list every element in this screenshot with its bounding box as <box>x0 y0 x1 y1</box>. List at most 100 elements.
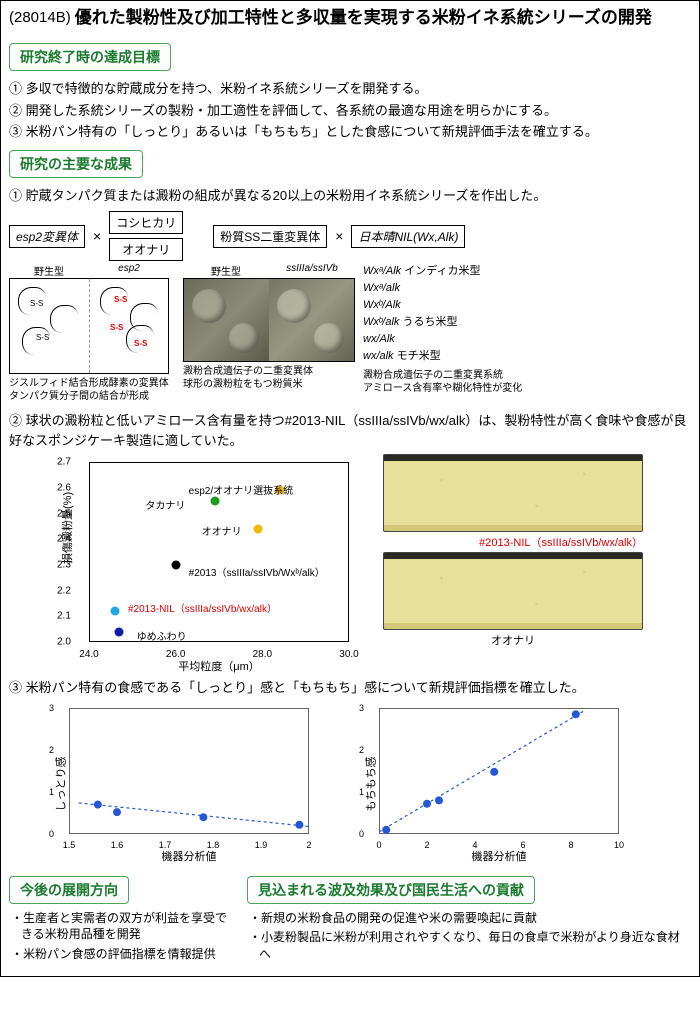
result-2: ② 球状の澱粉粒と低いアミロース含有量を持つ#2013-NIL（ssIIIa/s… <box>9 411 691 450</box>
cake-photo-1 <box>383 454 643 532</box>
xtick: 1.6 <box>111 840 124 850</box>
ytick: 0 <box>49 829 54 839</box>
goal-1: ① 多収で特徴的な貯蔵成分を持つ、米粉イネ系統シリーズを開発する。 <box>9 79 691 99</box>
page-title: 優れた製粉性及び加工特性と多収量を実現する米粉イネ系統シリーズの開発 <box>75 7 652 29</box>
diag-lbl-esp2: esp2 <box>89 263 169 278</box>
diag-caption: ジスルフィド結合形成酵素の変異体 タンパク質分子間の結合が形成 <box>9 377 169 403</box>
sem-lbl-wt: 野生型 <box>183 263 269 278</box>
ytick: 2.4 <box>57 534 71 545</box>
box-nil: 日本晴NIL(Wx,Alk) <box>351 225 465 248</box>
future-item: 米粉パン食感の評価指標を情報提供 <box>11 946 229 963</box>
header: (28014B) 優れた製粉性及び加工特性と多収量を実現する米粉イネ系統シリーズ… <box>9 7 691 29</box>
box-oonari: オオナリ <box>109 238 183 261</box>
diag-lbl-wt: 野生型 <box>9 263 89 278</box>
ytick: 1 <box>49 787 54 797</box>
xtick: 24.0 <box>79 649 98 660</box>
ytick: 2.5 <box>57 508 71 519</box>
nil-line: Wxᵃ/Alk インディカ米型 <box>363 263 522 280</box>
chart-point-label: esp2/オオナリ選抜系統 <box>189 482 293 497</box>
result-3: ③ 米粉パン特有の食感である「しっとり」感と「もちもち」感について新規評価指標を… <box>9 678 691 698</box>
ytick: 2.7 <box>57 457 71 468</box>
chart-point-label: タカナリ <box>145 497 185 512</box>
ytick: 2.1 <box>57 611 71 622</box>
xtick: 2 <box>424 840 429 850</box>
cross-op-2: × <box>333 228 345 244</box>
nil-line: Wxᵃ/alk <box>363 280 522 297</box>
cake-photos: #2013-NIL（ssIIIa/ssIVb/wx/alk） オオナリ <box>383 454 643 650</box>
disulfide-diagram: S-SS-S S-SS-SS-S <box>9 278 169 374</box>
ytick: 2 <box>359 745 364 755</box>
ytick: 1 <box>359 787 364 797</box>
xtick: 10 <box>614 840 624 850</box>
impact-item: 新規の米粉食品の開発の促進や米の需要喚起に貢献 <box>249 910 691 927</box>
xtick: 1.9 <box>255 840 268 850</box>
xtick: 1.7 <box>159 840 172 850</box>
chart-point <box>210 496 219 505</box>
result-1: ① 貯蔵タンパク質または澱粉の組成が異なる20以上の米粉用イネ系統シリーズを作出… <box>9 186 691 206</box>
xtick: 8 <box>568 840 573 850</box>
page: (28014B) 優れた製粉性及び加工特性と多収量を実現する米粉イネ系統シリーズ… <box>0 0 700 977</box>
chart-point-label: オオナリ <box>202 523 242 538</box>
box-funshitsu: 粉質SS二重変異体 <box>213 225 327 248</box>
disulfide-diagram-block: 野生型esp2 S-SS-S S-SS-SS-S ジスルフィド結合形成酵素の変異… <box>9 263 169 403</box>
chart-point <box>171 560 180 569</box>
ytick: 2.6 <box>57 482 71 493</box>
result1-figures: 野生型esp2 S-SS-S S-SS-SS-S ジスルフィド結合形成酵素の変異… <box>9 263 691 403</box>
cross-row: esp2変異体 × コシヒカリ オオナリ 粉質SS二重変異体 × 日本晴NIL(… <box>9 211 691 261</box>
shittori-xlabel: 機器分析値 <box>69 848 309 864</box>
chart-point-label: ゆめふわり <box>137 628 187 643</box>
scatter-ylabel: 損傷澱粉量(%) <box>59 492 75 564</box>
shittori-ylabel: しっとり感 <box>53 756 69 811</box>
future-heading: 今後の展開方向 <box>9 876 129 904</box>
nil-line: wx/Alk <box>363 331 522 348</box>
bottom-row: 今後の展開方向 生産者と実需者の双方が利益を享受できる米粉用品種を開発米粉パン食… <box>9 870 691 966</box>
chart-point-label: #2013（ssIIIa/ssIVb/Wxᵇ/alk） <box>189 564 325 579</box>
chart-point-label: #2013-NIL（ssIIIa/ssIVb/wx/alk） <box>128 600 277 615</box>
result1-right: 野生型ssIIIa/ssIVb 澱粉合成遺伝子の二重変異体 球形の澱粉粒をもつ粉… <box>183 263 522 403</box>
sem-block: 野生型ssIIIa/ssIVb 澱粉合成遺伝子の二重変異体 球形の澱粉粒をもつ粉… <box>183 263 355 391</box>
xtick: 2 <box>306 840 311 850</box>
xtick: 1.8 <box>207 840 220 850</box>
xtick: 6 <box>520 840 525 850</box>
chart-point <box>254 524 263 533</box>
nil-list-block: Wxᵃ/Alk インディカ米型Wxᵃ/alk Wxᵇ/Alk Wxᵇ/alk う… <box>363 263 522 395</box>
xtick: 26.0 <box>166 649 185 660</box>
project-code: (28014B) <box>9 9 71 26</box>
sem-lbl-mut: ssIIIa/ssIVb <box>269 263 355 278</box>
box-esp2: esp2変異体 <box>9 225 85 248</box>
results-heading: 研究の主要な成果 <box>9 150 143 178</box>
cake-photo-2 <box>383 552 643 630</box>
nil-line: wx/alk モチ米型 <box>363 348 522 365</box>
nil-caption: 澱粉合成遺伝子の二重変異系統 アミロース含有率や糊化特性が変化 <box>363 369 522 395</box>
future-item: 生産者と実需者の双方が利益を享受できる米粉用品種を開発 <box>11 910 229 944</box>
ytick: 2.2 <box>57 585 71 596</box>
impact-heading: 見込まれる波及効果及び国民生活への貢献 <box>247 876 535 904</box>
ytick: 2.0 <box>57 637 71 648</box>
ytick: 2 <box>49 745 54 755</box>
impact-item: 小麦粉製品に米粉が利用されやすくなり、毎日の食卓で米粉がより身近な食材へ <box>249 929 691 963</box>
scatter-xlabel: 平均粒度（μm） <box>89 658 349 674</box>
chart-point <box>111 607 120 616</box>
sem-images <box>183 278 355 362</box>
xtick: 28.0 <box>253 649 272 660</box>
xtick: 1.5 <box>63 840 76 850</box>
cross-op-1: × <box>91 228 103 244</box>
nil-line: Wxᵇ/Alk <box>363 297 522 314</box>
nil-line: Wxᵇ/alk うるち米型 <box>363 314 522 331</box>
goals-heading: 研究終了時の達成目標 <box>9 43 171 71</box>
cake-label-1: #2013-NIL（ssIIIa/ssIVb/wx/alk） <box>383 534 643 550</box>
scatter-chart: 損傷澱粉量(%) 平均粒度（μm） 2.02.12.22.32.42.52.62… <box>49 454 369 674</box>
mochimochi-xlabel: 機器分析値 <box>379 848 619 864</box>
mochimochi-ylabel: もちもち感 <box>363 756 379 811</box>
mochimochi-chart: もちもち感 機器分析値 01230246810 <box>349 704 629 864</box>
ytick: 3 <box>359 703 364 713</box>
cake-label-2: オオナリ <box>383 632 643 648</box>
sem-caption: 澱粉合成遺伝子の二重変異体 球形の澱粉粒をもつ粉質米 <box>183 365 355 391</box>
ytick: 3 <box>49 703 54 713</box>
shittori-chart: しっとり感 機器分析値 0 1 2 3 1.5 1.6 1.7 1.8 1.9 2 <box>39 704 319 864</box>
goal-3: ③ 米粉パン特有の「しっとり」あるいは「もちもち」とした食感について新規評価手法… <box>9 122 691 142</box>
chart-point <box>115 627 124 636</box>
xtick: 0 <box>376 840 381 850</box>
goal-2: ② 開発した系統シリーズの製粉・加工適性を評価して、各系統の最適な用途を明らかに… <box>9 101 691 121</box>
sensory-charts: しっとり感 機器分析値 0 1 2 3 1.5 1.6 1.7 1.8 1.9 2 もちもち感 機… <box>39 704 691 864</box>
